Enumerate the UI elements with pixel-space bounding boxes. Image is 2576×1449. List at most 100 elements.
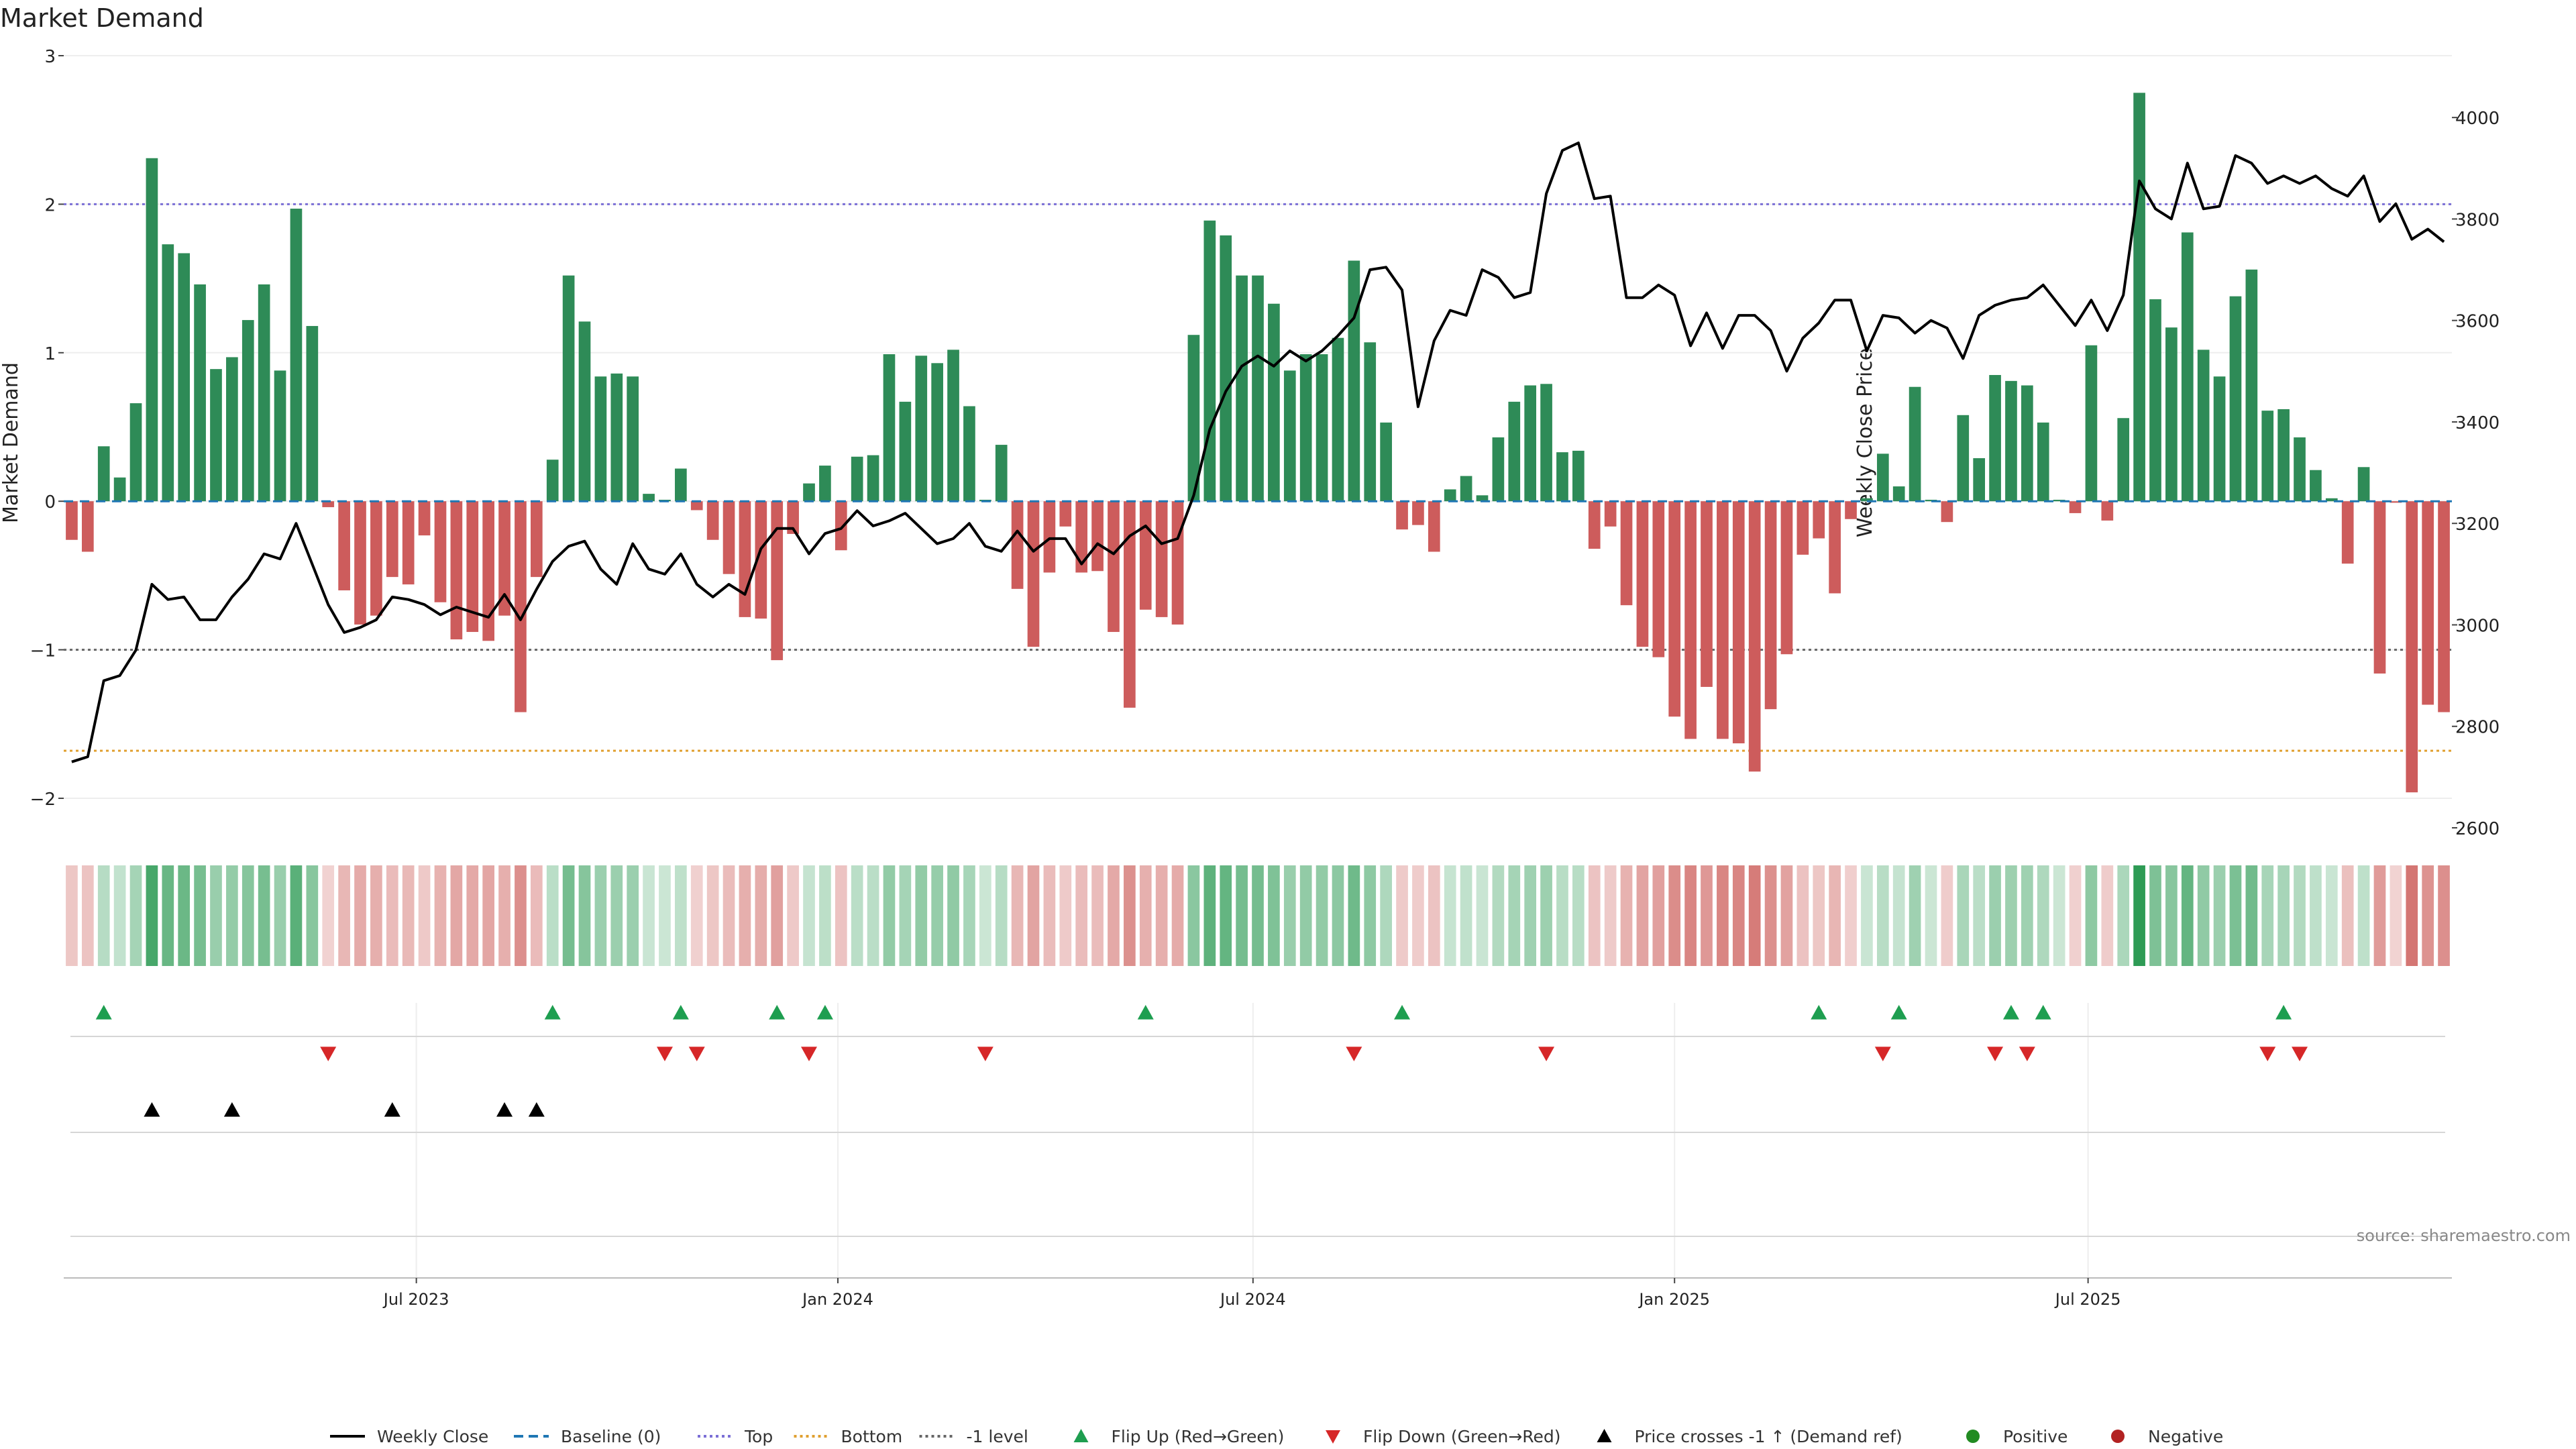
demand-bar <box>915 356 928 502</box>
flip-down-marker <box>1987 1046 2004 1061</box>
demand-bar <box>1283 370 1296 502</box>
demand-bar <box>1524 385 1537 502</box>
legend-label: Negative <box>2148 1427 2223 1446</box>
heat-cell <box>755 865 767 966</box>
heat-cell <box>1508 865 1521 966</box>
heat-cell <box>210 865 222 966</box>
demand-bar <box>2069 501 2082 513</box>
y-tick-label: 3 <box>44 47 56 67</box>
heat-cell <box>2053 865 2065 966</box>
demand-bar <box>1124 501 1136 708</box>
demand-bar <box>2197 350 2210 502</box>
heat-cell <box>1091 865 1104 966</box>
heat-cell <box>322 865 335 966</box>
flip-down-marker <box>688 1046 705 1061</box>
heat-cell <box>819 865 831 966</box>
demand-bar <box>2213 376 2226 502</box>
heat-cell <box>1540 865 1552 966</box>
heat-cell <box>2165 865 2178 966</box>
y-tick-label: −1 <box>30 641 56 661</box>
heat-cell <box>1524 865 1537 966</box>
demand-bar <box>1444 489 1456 502</box>
demand-bar <box>1556 452 1568 502</box>
demand-bar <box>113 477 126 502</box>
heat-cell <box>370 865 382 966</box>
demand-bar <box>66 501 78 540</box>
heat-cell <box>1203 865 1216 966</box>
heat-cell <box>947 865 959 966</box>
y-tick-label: 1 <box>44 344 56 364</box>
heat-cell <box>771 865 784 966</box>
demand-bar <box>1299 354 1312 502</box>
heat-cell <box>931 865 943 966</box>
heat-cell <box>1957 865 1970 966</box>
demand-bar <box>241 320 254 502</box>
demand-bar <box>434 501 447 602</box>
heat-cell <box>1556 865 1568 966</box>
heat-cell <box>194 865 206 966</box>
demand-bar <box>2165 327 2178 502</box>
chart-title: Market Demand <box>0 3 204 33</box>
legend-item: Negative <box>2111 1427 2223 1446</box>
y-tick-label: 2 <box>44 195 56 215</box>
heat-cell <box>2213 865 2226 966</box>
flip-down-marker <box>2292 1046 2308 1061</box>
heat-cell <box>2373 865 2386 966</box>
heat-cell <box>178 865 191 966</box>
heat-cell <box>1829 865 1841 966</box>
heat-cell <box>482 865 494 966</box>
demand-bar <box>1428 501 1440 552</box>
heat-cell <box>2422 865 2434 966</box>
heat-cell <box>835 865 847 966</box>
heat-cell <box>354 865 366 966</box>
demand-bar <box>1892 486 1905 502</box>
demand-bar <box>1796 501 1809 555</box>
y-tick-label: −2 <box>30 790 56 810</box>
legend-item: Bottom <box>794 1427 902 1446</box>
heat-cell <box>226 865 238 966</box>
demand-bar <box>2438 501 2450 712</box>
heat-cell <box>2261 865 2274 966</box>
demand-bar <box>2245 269 2258 502</box>
heat-cell <box>2390 865 2402 966</box>
demand-bar <box>1108 501 1120 633</box>
heat-cell <box>129 865 142 966</box>
legend-label: -1 level <box>967 1427 1028 1446</box>
heat-cell <box>1444 865 1456 966</box>
legend-swatch-triangle-up <box>1597 1429 1612 1442</box>
demand-bar <box>675 468 687 502</box>
heat-cell <box>1892 865 1905 966</box>
demand-bar <box>1732 501 1745 744</box>
heat-cell <box>1652 865 1665 966</box>
demand-bar <box>578 321 591 502</box>
heat-cell <box>1925 865 1937 966</box>
demand-bar <box>386 501 398 578</box>
heat-cell <box>97 865 110 966</box>
heat-cell <box>1973 865 1986 966</box>
x-tick-label: Jul 2023 <box>382 1290 449 1309</box>
heat-cell <box>1187 865 1200 966</box>
demand-bar <box>274 370 286 502</box>
demand-bar <box>498 501 511 616</box>
heat-cell <box>2310 865 2322 966</box>
y2-tick-label: 3000 <box>2455 616 2500 636</box>
demand-bar <box>194 284 206 502</box>
heat-cell <box>722 865 735 966</box>
y2-tick-label: 2600 <box>2455 819 2500 839</box>
heat-cell <box>1732 865 1745 966</box>
demand-bar <box>2181 232 2194 502</box>
heat-cell <box>1717 865 1729 966</box>
demand-bar <box>258 284 270 502</box>
flip-up-marker <box>95 1005 112 1020</box>
y2-tick-label: 3800 <box>2455 210 2500 230</box>
heat-cell <box>1989 865 2001 966</box>
heat-cell <box>290 865 303 966</box>
flip-up-marker <box>672 1005 689 1020</box>
y2-tick-label: 3600 <box>2455 312 2500 332</box>
demand-bar <box>627 376 639 502</box>
flip-down-marker <box>2259 1046 2276 1061</box>
heat-cell <box>450 865 463 966</box>
demand-bar <box>1236 275 1248 502</box>
y2-tick-label: 4000 <box>2455 109 2500 129</box>
heat-cell <box>1764 865 1777 966</box>
